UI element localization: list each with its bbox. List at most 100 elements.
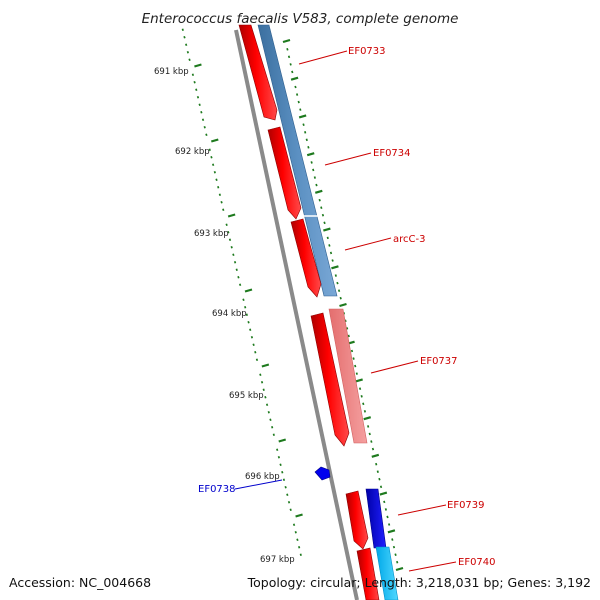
ruler-minor-tick [277, 455, 281, 459]
ruler-minor-tick [218, 193, 222, 197]
ruler-outer-minor-tick [328, 244, 331, 247]
ruler-minor-tick [191, 73, 195, 77]
ruler-major-tick [278, 438, 287, 443]
ruler-minor-tick [222, 208, 225, 212]
ruler-minor-tick [188, 58, 191, 62]
ruler-major-tick [295, 513, 303, 518]
ruler-minor-tick [271, 425, 274, 429]
accession-text: Accession: NC_004668 [9, 575, 151, 590]
gene-label-ef0738[interactable]: EF0738 [198, 484, 236, 495]
ruler-minor-tick [250, 335, 254, 339]
cog-band-steelblue[interactable] [257, 24, 338, 297]
gene-label-ef0733[interactable]: EF0733 [348, 46, 386, 57]
ruler-minor-tick [249, 328, 252, 332]
gene-label-ef0737[interactable]: EF0737 [420, 356, 458, 367]
ruler-outer-minor-tick [295, 93, 299, 96]
gene-label-ef0734[interactable]: EF0734 [373, 148, 411, 159]
ruler-minor-tick [247, 320, 250, 324]
ruler-minor-tick [225, 223, 228, 227]
ruler-outer-minor-tick [321, 213, 325, 217]
ruler-outer-major-tick [379, 491, 388, 496]
ruler-minor-tick [203, 125, 206, 129]
leader-ef0740 [408, 561, 457, 572]
ruler-minor-tick [196, 95, 200, 99]
ruler-minor-tick [297, 545, 301, 549]
ruler-outer-minor-tick [313, 176, 316, 179]
ruler-minor-tick [193, 80, 196, 84]
ruler-outer-major-tick [363, 416, 372, 421]
ruler-minor-tick [245, 313, 248, 317]
ruler-outer-minor-tick [362, 402, 365, 406]
ruler-outer-minor-tick [367, 425, 370, 428]
cog-band-blue[interactable] [365, 488, 387, 549]
ruler-minor-tick [181, 28, 184, 32]
ruler-outer-major-tick [323, 227, 331, 232]
ruler-outer-minor-tick [354, 364, 357, 368]
ruler-outer-major-tick [387, 529, 396, 534]
ruler-minor-tick [242, 298, 245, 302]
ruler-outer-minor-tick [376, 470, 379, 473]
ruler-outer-minor-tick [392, 545, 396, 549]
ruler-outer-major-tick [290, 76, 299, 81]
cog-band-salmon[interactable] [328, 308, 368, 444]
ruler-outer-minor-tick [396, 560, 399, 564]
ruler-outer-minor-tick [329, 251, 333, 255]
ruler-outer-minor-tick [384, 508, 388, 511]
cog-band-cyan[interactable] [375, 546, 399, 600]
gene-label-ef0740[interactable]: EF0740 [458, 557, 496, 568]
ruler-minor-tick [183, 35, 186, 39]
ruler-outer-minor-tick [347, 334, 350, 338]
ruler-outer-minor-tick [310, 161, 313, 164]
ruler-minor-tick [276, 448, 279, 452]
ruler-outer-minor-tick [302, 123, 305, 127]
ruler-minor-tick [252, 343, 255, 347]
ruler-minor-tick [259, 373, 262, 377]
ruler-minor-tick [220, 200, 223, 204]
ruler-outer-minor-tick [391, 538, 394, 541]
ruler-minor-tick [255, 358, 259, 362]
ruler-minor-tick [227, 230, 230, 234]
ruler-minor-tick [200, 110, 203, 114]
gene-arrow-ef0737[interactable] [310, 312, 350, 447]
ruler-minor-tick [186, 50, 189, 54]
ruler-outer-major-tick [355, 378, 363, 383]
ruler-label-691: 691 kbp [154, 67, 189, 77]
ruler-minor-tick [284, 485, 287, 489]
ruler-major-tick [261, 363, 270, 368]
ruler-outer-minor-tick [294, 85, 297, 89]
leader-ef0733 [298, 50, 348, 65]
ruler-minor-tick [212, 163, 215, 167]
ruler-outer-minor-tick [375, 462, 378, 466]
ruler-minor-tick [208, 148, 211, 152]
gene-arrow-ef0734[interactable] [267, 126, 302, 220]
ruler-outer-minor-tick [368, 432, 371, 436]
gene-arrow-ef0738[interactable] [314, 466, 331, 481]
ruler-ticks [181, 28, 404, 572]
ruler-minor-tick [185, 43, 188, 47]
gene-arrow-ef0733[interactable] [238, 24, 278, 121]
gene-arrow-ef0740[interactable] [356, 547, 380, 600]
ruler-label-695: 695 kbp [229, 391, 264, 401]
ruler-outer-minor-tick [331, 259, 334, 262]
gene-label-ef0739[interactable]: EF0739 [447, 500, 485, 511]
ruler-outer-major-tick [339, 302, 347, 308]
gene-label-arcc3[interactable]: arcC-3 [393, 234, 425, 245]
ruler-outer-minor-tick [334, 274, 337, 277]
ruler-outer-minor-tick [358, 387, 362, 391]
ruler-outer-major-tick [371, 453, 380, 458]
ruler-minor-tick [244, 305, 247, 309]
ruler-outer-minor-tick [355, 372, 358, 375]
ruler-minor-tick [279, 463, 282, 467]
ruler-minor-tick [233, 260, 237, 264]
ruler-outer-minor-tick [297, 100, 300, 104]
leader-ef0737 [370, 360, 419, 374]
gene-arrow-ef0739[interactable] [345, 490, 369, 550]
gene-arrow-arcc3[interactable] [290, 218, 322, 298]
ruler-minor-tick [230, 245, 233, 249]
ruler-minor-tick [217, 185, 220, 189]
ruler-minor-tick [260, 380, 264, 384]
ruler-minor-tick [262, 388, 265, 392]
ruler-minor-tick [265, 403, 269, 407]
